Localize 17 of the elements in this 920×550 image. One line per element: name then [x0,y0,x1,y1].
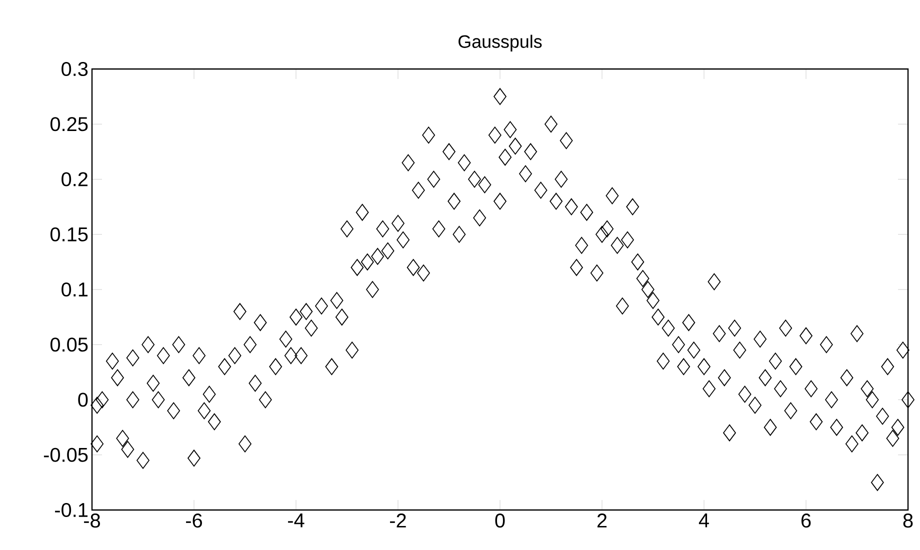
y-tick-label: 0.15 [50,227,88,242]
x-tick-label: 8 [903,514,913,528]
y-tick-label: 0 [78,392,88,407]
x-tick-label: 0 [495,514,505,528]
y-tick-label: 0.1 [62,282,88,297]
x-tick-label: 6 [801,514,811,528]
y-tick-label: 0.25 [50,117,88,132]
x-tick-label: -4 [288,514,304,528]
x-tick-label: -2 [390,514,406,528]
x-tick-label: -6 [186,514,202,528]
y-tick-label: 0.3 [62,62,88,76]
x-tick-label: 4 [698,514,709,528]
chart-title: Gausspuls [458,34,542,52]
y-tick-label: 0.2 [62,172,88,186]
x-tick-label: 2 [597,514,607,528]
y-tick-label: 0.05 [50,338,88,352]
y-tick-label: -0.05 [44,448,88,462]
